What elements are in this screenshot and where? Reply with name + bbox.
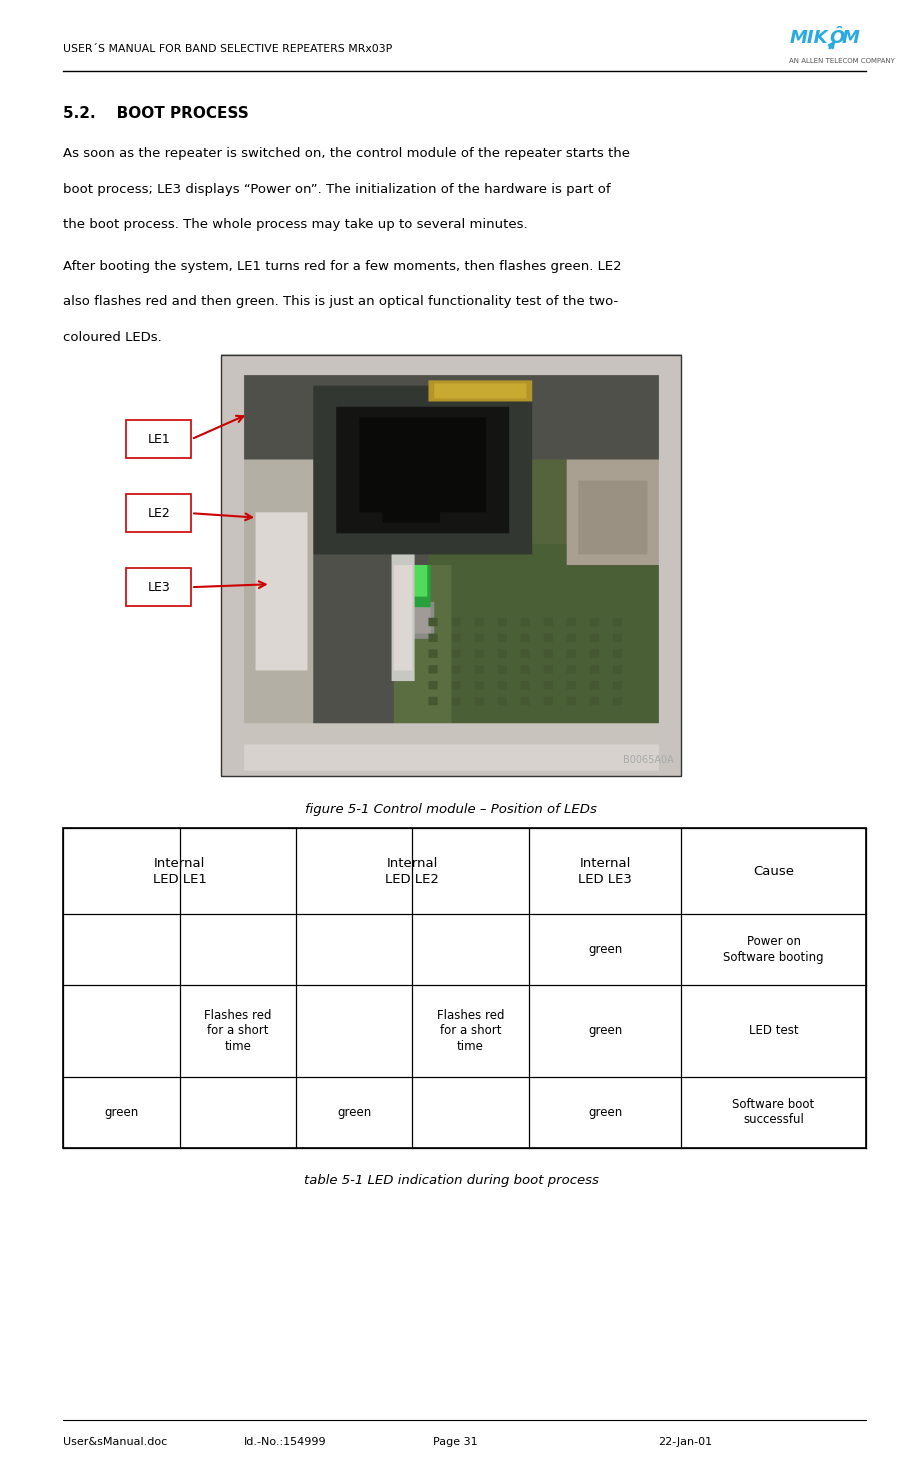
Text: green: green <box>337 1106 372 1118</box>
Text: M: M <box>842 30 860 47</box>
Text: green: green <box>105 1106 139 1118</box>
Text: 22-Jan-01: 22-Jan-01 <box>658 1438 713 1446</box>
Text: green: green <box>588 1025 622 1037</box>
Bar <box>126 568 191 606</box>
Text: Internal
LED LE3: Internal LED LE3 <box>578 856 632 886</box>
Text: green: green <box>588 944 622 955</box>
Text: Flashes red
for a short
time: Flashes red for a short time <box>437 1009 504 1053</box>
Text: Page 31: Page 31 <box>433 1438 477 1446</box>
Text: USER´S MANUAL FOR BAND SELECTIVE REPEATERS MRx03P: USER´S MANUAL FOR BAND SELECTIVE REPEATE… <box>63 44 392 53</box>
Text: boot process; LE3 displays “Power on”. The initialization of the hardware is par: boot process; LE3 displays “Power on”. T… <box>63 183 611 195</box>
Text: LED test: LED test <box>749 1025 798 1037</box>
Text: LE2: LE2 <box>147 507 170 519</box>
Text: Ô: Ô <box>830 30 845 47</box>
Text: figure 5-1 Control module – Position of LEDs: figure 5-1 Control module – Position of … <box>305 803 597 815</box>
Text: User&sManual.doc: User&sManual.doc <box>63 1438 168 1446</box>
Text: Power on
Software booting: Power on Software booting <box>723 935 824 964</box>
Bar <box>221 355 681 776</box>
Text: B0065A0A: B0065A0A <box>623 754 674 765</box>
Text: After booting the system, LE1 turns red for a few moments, then flashes green. L: After booting the system, LE1 turns red … <box>63 260 621 272</box>
Text: AN ALLEN TELECOM COMPANY: AN ALLEN TELECOM COMPANY <box>789 58 895 64</box>
Text: LE3: LE3 <box>147 581 170 593</box>
Text: Flashes red
for a short
time: Flashes red for a short time <box>204 1009 272 1053</box>
Text: Internal
LED LE2: Internal LED LE2 <box>385 856 439 886</box>
Text: coloured LEDs.: coloured LEDs. <box>63 331 161 343</box>
Text: table 5-1 LED indication during boot process: table 5-1 LED indication during boot pro… <box>304 1174 598 1186</box>
Bar <box>63 828 866 1148</box>
Text: As soon as the repeater is switched on, the control module of the repeater start: As soon as the repeater is switched on, … <box>63 148 630 160</box>
Text: Cause: Cause <box>753 865 794 877</box>
Text: Software boot
successful: Software boot successful <box>732 1097 815 1127</box>
Text: also flashes red and then green. This is just an optical functionality test of t: also flashes red and then green. This is… <box>63 296 619 308</box>
Text: Id.-No.:154999: Id.-No.:154999 <box>244 1438 327 1446</box>
Text: the boot process. The whole process may take up to several minutes.: the boot process. The whole process may … <box>63 219 528 231</box>
FancyArrowPatch shape <box>829 43 833 49</box>
Text: 5.2.    BOOT PROCESS: 5.2. BOOT PROCESS <box>63 106 249 121</box>
Text: LE1: LE1 <box>147 433 170 445</box>
Bar <box>126 420 191 458</box>
Text: green: green <box>588 1106 622 1118</box>
Text: Internal
LED LE1: Internal LED LE1 <box>152 856 207 886</box>
Bar <box>126 494 191 532</box>
Text: MIK: MIK <box>789 30 828 47</box>
